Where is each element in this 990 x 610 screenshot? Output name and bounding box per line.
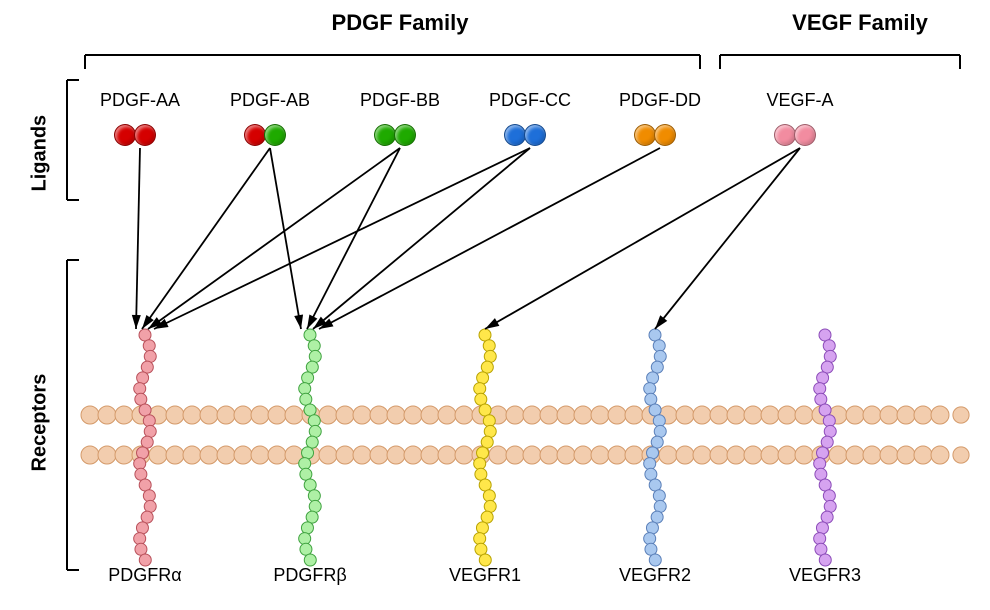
receptor-label-pdgfra: PDGFRα — [100, 565, 190, 586]
ligand-dot — [634, 124, 656, 146]
receptor-label-vegfr2: VEGFR2 — [610, 565, 700, 586]
ligand-label-dd: PDGF-DD — [615, 90, 705, 111]
ligand-dot — [504, 124, 526, 146]
receptor-label-pdgfrb: PDGFRβ — [265, 565, 355, 586]
vegf-family-label: VEGF Family — [760, 10, 960, 36]
diagram-stage: PDGF Family VEGF Family Ligands Receptor… — [0, 0, 990, 610]
ligand-label-va: VEGF-A — [755, 90, 845, 111]
ligand-label-aa: PDGF-AA — [95, 90, 185, 111]
ligand-dot — [524, 124, 546, 146]
ligand-dot — [794, 124, 816, 146]
ligand-dot — [264, 124, 286, 146]
ligand-dot — [774, 124, 796, 146]
ligand-dot — [134, 124, 156, 146]
ligand-dot — [374, 124, 396, 146]
ligand-dot — [114, 124, 136, 146]
receptor-label-vegfr1: VEGFR1 — [440, 565, 530, 586]
pdgf-family-label: PDGF Family — [300, 10, 500, 36]
ligand-label-cc: PDGF-CC — [485, 90, 575, 111]
ligand-dot — [654, 124, 676, 146]
ligand-dot — [244, 124, 266, 146]
ligand-label-bb: PDGF-BB — [355, 90, 445, 111]
ligand-dot — [394, 124, 416, 146]
receptors-section-label: Receptors — [29, 352, 52, 472]
ligands-section-label: Ligands — [29, 92, 52, 192]
ligand-label-ab: PDGF-AB — [225, 90, 315, 111]
receptor-label-vegfr3: VEGFR3 — [780, 565, 870, 586]
